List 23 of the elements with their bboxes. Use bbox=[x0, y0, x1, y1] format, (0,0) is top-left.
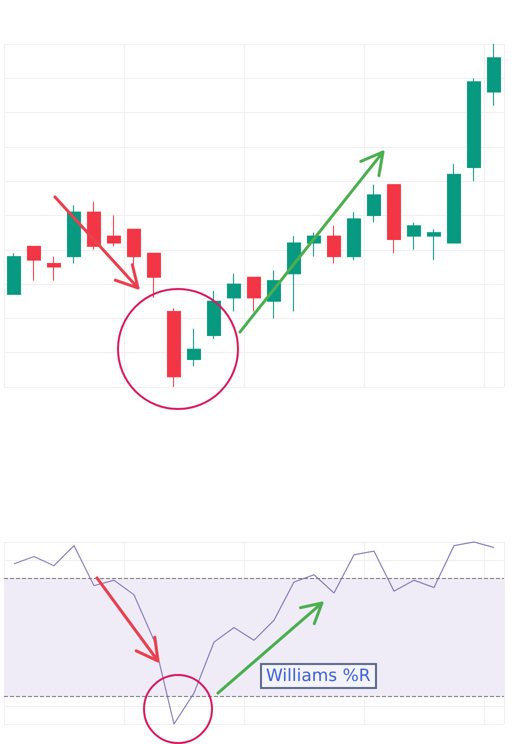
candlestick bbox=[187, 328, 201, 367]
candlestick bbox=[347, 212, 361, 261]
candlestick bbox=[67, 204, 81, 264]
candlestick bbox=[127, 228, 141, 268]
candlestick bbox=[47, 256, 61, 282]
candlestick bbox=[327, 225, 341, 264]
candlestick bbox=[367, 184, 381, 223]
candlestick bbox=[227, 273, 241, 312]
annotation: Williams %R bbox=[260, 663, 377, 689]
candlestick bbox=[7, 252, 21, 295]
candlestick bbox=[487, 44, 501, 106]
candlestick bbox=[87, 201, 101, 250]
candlestick bbox=[247, 276, 261, 312]
candlestick bbox=[467, 78, 481, 182]
candlestick bbox=[107, 215, 121, 247]
candlestick bbox=[167, 308, 181, 388]
candlestick bbox=[407, 222, 421, 250]
candlestick bbox=[27, 246, 41, 282]
candlestick bbox=[447, 164, 461, 244]
candlestick bbox=[207, 290, 221, 340]
candlestick bbox=[427, 228, 441, 261]
candlestick bbox=[147, 252, 161, 298]
candlestick bbox=[387, 184, 401, 254]
